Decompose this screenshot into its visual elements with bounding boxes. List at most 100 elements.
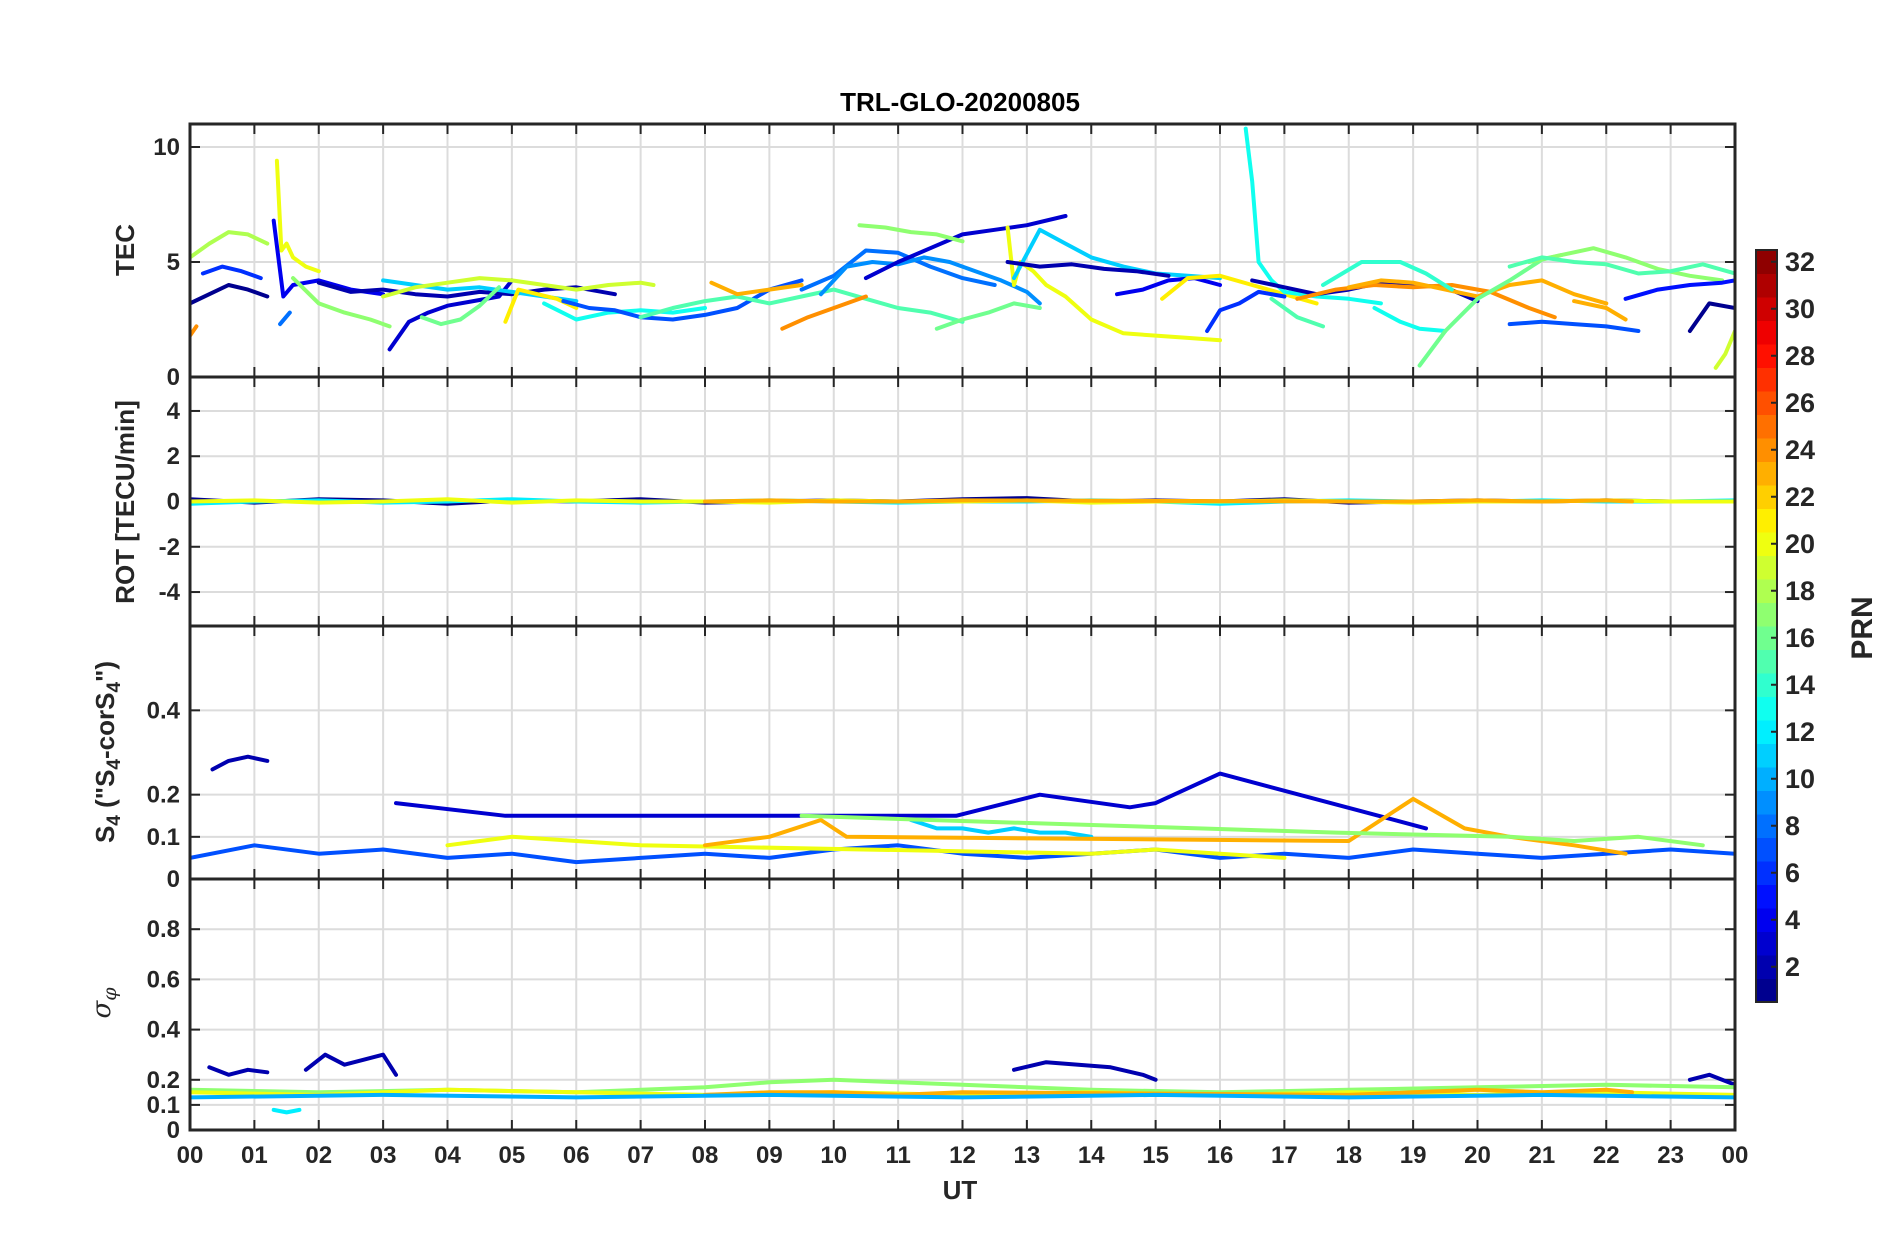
data-point (1623, 255, 1628, 259)
data-point (317, 269, 321, 273)
data-point (394, 1073, 398, 1077)
data-point (1669, 269, 1673, 273)
data-point (1347, 285, 1351, 289)
colorbar-tick-label: 22 (1785, 482, 1815, 512)
colorbar-segment (1756, 532, 1777, 556)
data-point (510, 290, 514, 294)
series-line-prn-2 (1005, 260, 1171, 278)
data-point (1038, 265, 1042, 269)
data-point (1141, 288, 1145, 292)
data-point (857, 223, 862, 227)
colorbar-segment (1756, 649, 1777, 674)
data-point (1160, 297, 1164, 301)
colorbar-tick-label: 28 (1785, 341, 1815, 371)
data-point (246, 232, 250, 236)
series-line-prn-2 (207, 1065, 270, 1077)
data-point (342, 311, 347, 315)
data-point (832, 306, 836, 310)
data-point (1508, 265, 1512, 269)
colorbar-tick-label: 12 (1785, 717, 1815, 747)
data-point (1604, 852, 1608, 856)
data-point (381, 294, 385, 299)
x-tick-label: 10 (820, 1142, 847, 1169)
data-point (536, 292, 540, 296)
data-point (1269, 278, 1274, 282)
data-point (1636, 271, 1641, 276)
colorbar-segment (1756, 297, 1777, 321)
data-point (574, 299, 578, 303)
x-tick-label: 04 (434, 1142, 461, 1169)
data-point (497, 294, 501, 299)
data-point (246, 288, 250, 292)
data-point (1005, 260, 1010, 264)
data-point (439, 322, 443, 326)
data-point (1630, 499, 1634, 504)
colorbar-segment (1756, 461, 1777, 486)
colorbar-segment (1756, 790, 1777, 815)
data-point (259, 276, 263, 280)
data-point (639, 315, 643, 319)
data-point (922, 255, 926, 259)
colorbar-segment (1756, 602, 1777, 627)
colorbar-segment (1756, 861, 1777, 885)
data-point (1623, 297, 1628, 301)
data-point (767, 856, 771, 860)
data-point (1475, 498, 1480, 502)
data-point (606, 283, 611, 287)
data-point (1656, 288, 1660, 292)
colorbar-segment (1756, 555, 1777, 580)
data-point (510, 497, 514, 501)
colorbar-segment (1756, 743, 1777, 768)
data-point (960, 239, 965, 243)
data-point (928, 818, 932, 822)
colorbar-segment (1756, 884, 1777, 909)
data-point (639, 843, 643, 847)
data-point (799, 283, 804, 287)
chart-title: TRL-GLO-20200805 (840, 87, 1080, 117)
data-point (1347, 1095, 1351, 1099)
x-tick-label: 20 (1464, 1142, 1491, 1169)
x-tick-label: 18 (1335, 1142, 1362, 1169)
data-point (445, 304, 450, 308)
colorbar-segment (1756, 720, 1777, 744)
data-point (478, 304, 482, 308)
data-point (1623, 852, 1628, 856)
x-axis-label: UT (943, 1175, 978, 1205)
data-point (272, 219, 276, 223)
data-point (317, 301, 321, 305)
data-point (574, 860, 578, 864)
y-tick-label: 0.1 (147, 1092, 180, 1119)
data-point (960, 1095, 965, 1099)
data-point (1379, 301, 1383, 305)
data-point (1508, 322, 1512, 326)
data-point (510, 278, 514, 282)
y-tick-label: 5 (167, 249, 180, 276)
data-point (1218, 852, 1222, 856)
colorbar-tick-label: 24 (1785, 435, 1815, 465)
data-point (845, 835, 849, 839)
data-point (960, 1090, 965, 1094)
data-point (1372, 283, 1377, 287)
colorbar-tick-label: 18 (1785, 576, 1815, 606)
colorbar-tick-label: 4 (1785, 905, 1800, 935)
y-tick-label: 0.4 (147, 697, 181, 724)
data-point (735, 306, 739, 310)
colorbar-segment (1756, 767, 1777, 791)
data-point (381, 499, 385, 504)
data-point (1044, 1060, 1048, 1064)
data-point (864, 248, 868, 253)
data-point (1282, 294, 1286, 299)
data-point (639, 499, 643, 504)
data-point (394, 801, 398, 805)
data-point (288, 311, 292, 315)
x-tick-label: 15 (1142, 1142, 1169, 1169)
data-point (1038, 831, 1042, 835)
colorbar-segment (1756, 673, 1777, 697)
data-point (381, 1093, 385, 1097)
data-point (1572, 843, 1576, 847)
data-point (1321, 324, 1325, 328)
data-point (407, 320, 411, 324)
data-point (220, 265, 224, 269)
data-point (503, 320, 508, 324)
data-point (510, 501, 514, 505)
